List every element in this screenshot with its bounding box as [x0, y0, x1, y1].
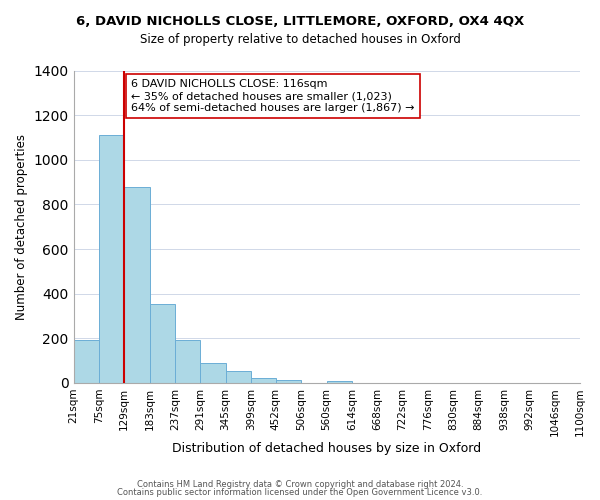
Bar	[226, 371, 251, 383]
Bar	[326, 380, 352, 383]
Text: Contains public sector information licensed under the Open Government Licence v3: Contains public sector information licen…	[118, 488, 482, 497]
Y-axis label: Number of detached properties: Number of detached properties	[15, 134, 28, 320]
Bar	[276, 380, 301, 383]
Text: 6, DAVID NICHOLLS CLOSE, LITTLEMORE, OXFORD, OX4 4QX: 6, DAVID NICHOLLS CLOSE, LITTLEMORE, OXF…	[76, 15, 524, 28]
Bar	[175, 340, 200, 383]
Bar	[200, 363, 226, 383]
Text: Size of property relative to detached houses in Oxford: Size of property relative to detached ho…	[140, 32, 460, 46]
Bar	[74, 340, 99, 383]
Text: Contains HM Land Registry data © Crown copyright and database right 2024.: Contains HM Land Registry data © Crown c…	[137, 480, 463, 489]
Text: 6 DAVID NICHOLLS CLOSE: 116sqm
← 35% of detached houses are smaller (1,023)
64% : 6 DAVID NICHOLLS CLOSE: 116sqm ← 35% of …	[131, 80, 415, 112]
Bar	[251, 378, 276, 383]
Bar	[99, 134, 124, 383]
Bar	[124, 188, 149, 383]
X-axis label: Distribution of detached houses by size in Oxford: Distribution of detached houses by size …	[172, 442, 481, 455]
Bar	[149, 304, 175, 383]
